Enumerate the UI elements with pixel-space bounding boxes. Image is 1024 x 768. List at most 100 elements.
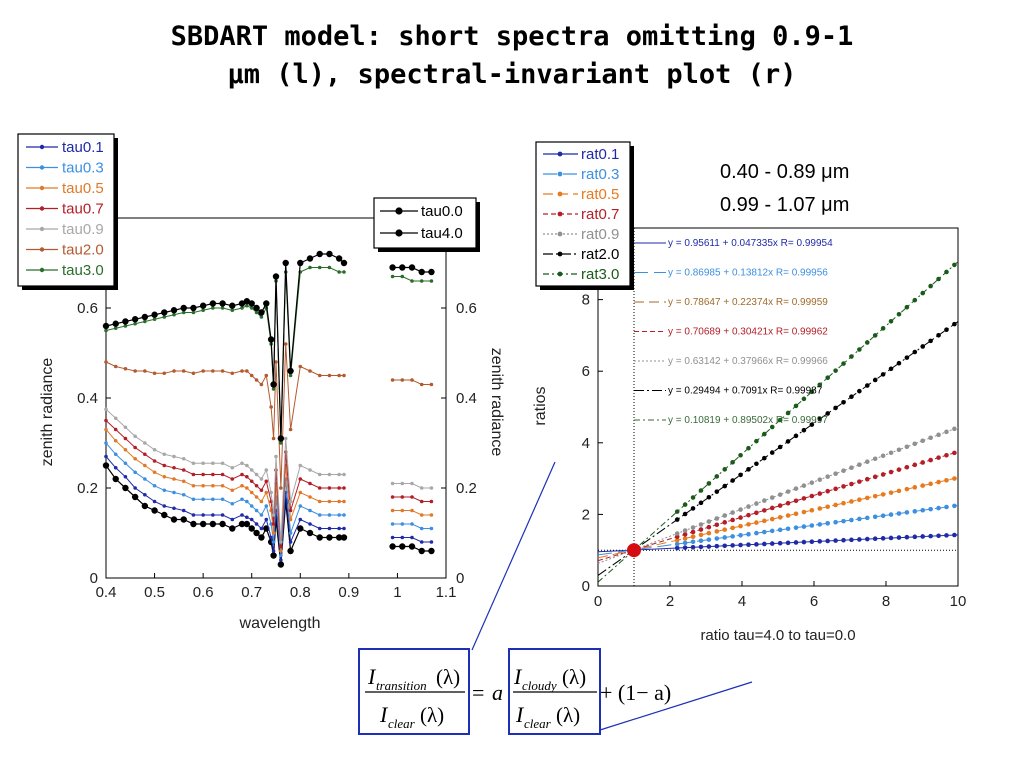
series-point-tau0.9 [308,468,312,472]
series-point-tau0.9 [317,472,322,477]
ratio-point-rat0.3 [801,524,807,529]
ratio-point-rat0.5 [904,486,910,492]
series-point-tau2.0 [201,369,205,373]
left-spectra-plot: 0.4 0.5 0.6 0.7 0.8 0.9 1 1.10 00.2 0.20.4 0.40.6 0… [17,133,505,632]
series-point-tau0.1 [230,517,235,522]
series-line-tau0.0 [105,465,344,565]
ratio-point-rat0.5 [928,481,933,487]
series-point-tau0.9 [264,468,269,472]
series-point-tau0.5 [327,499,332,504]
eq-rest: + (1− a) [600,680,671,705]
series-point-tau0.5 [264,490,269,495]
ratio-point-rat0.5 [857,497,862,502]
legend-marker-tau0.5 [39,185,45,191]
ratio-point-rat0.7 [674,534,680,540]
ratio-point-rat2.0 [698,500,704,506]
ratio-point-rat0.1 [896,535,902,540]
ratio-point-rat0.3 [825,521,830,526]
ratio-point-rat0.7 [888,469,894,475]
series-point-tau4.0 [248,300,255,307]
ratio-point-rat0.1 [888,535,894,541]
ratio-point-rat0.7 [730,517,735,523]
rlegend-label-rat0.9: rat0.9 [581,226,619,243]
ratio-point-rat3.0 [777,417,783,423]
ratio-point-rat0.7 [793,498,799,504]
eq-rnum-I: I [513,664,523,689]
rlegend-marker-rat0.5 [557,191,563,197]
ratio-point-rat0.3 [888,512,894,517]
ratio-point-rat0.1 [920,534,926,539]
ratio-point-rat0.3 [785,526,791,532]
series-point-tau0.5 [298,490,303,495]
series-point-tau0.3 [264,504,269,508]
ratio-point-rat3.0 [833,368,838,373]
series-point-tau2.0 [342,373,346,378]
ratio-point-rat0.7 [746,512,751,518]
series-point-tau0.5 [230,488,235,493]
ratio-point-rat3.0 [746,445,751,451]
series-point-tau4.0 [282,259,289,267]
ratio-point-rat0.9 [912,441,918,447]
ratio-point-rat0.1 [809,539,815,545]
ratio-point-rat0.5 [722,527,728,532]
series-point-tau3.0 [152,317,157,322]
ratio-point-rat0.9 [825,474,830,479]
ratio-point-rat2.0 [738,472,743,478]
series-point-tau0.5 [104,427,108,432]
series-point-tau0.7 [271,522,276,526]
series-point-tau4.0 [170,307,178,314]
connector-line-1 [471,461,556,651]
series-point-tau3.0 [419,279,424,283]
series-point-tau0.9 [249,468,254,472]
ratio-point-rat0.9 [682,528,688,533]
rlegend-marker-rat0.1 [557,151,563,157]
ratio-point-rat0.9 [841,468,846,473]
series-point-tau2.0 [288,427,293,432]
series-point-tau0.5 [133,456,137,461]
series-point-tau4.0 [229,302,236,309]
ratio-point-rat0.1 [912,534,918,540]
ratio-point-rat2.0 [888,366,894,372]
ratio-point-rat2.0 [706,494,712,500]
series-point-tau0.3 [240,497,244,502]
series-point-tau0.1 [240,513,244,517]
ratio-point-rat0.7 [944,452,949,458]
series-point-tau3.0 [211,306,215,310]
series-point-tau2.0 [259,382,264,387]
left-ytick-label: 0 [90,570,98,587]
ratio-point-rat2.0 [857,388,862,394]
series-point-tau0.3 [271,540,276,544]
series-point-tau4.0 [141,313,149,321]
ratio-point-rat0.1 [801,539,807,545]
series-point-tau2.0 [211,369,215,373]
ratio-point-rat0.7 [833,486,838,492]
rlegend-label-rat0.3: rat0.3 [581,166,619,183]
series-point-tau2.0 [143,369,147,373]
ratio-point-rat0.3 [722,535,728,540]
ratio-point-rat3.0 [896,311,902,317]
left-ytick-label: 0.4 [77,390,98,407]
series-point-tau0.0 [306,529,314,537]
series-point-tau0.9 [390,481,395,486]
ratio-point-rat2.0 [944,327,949,333]
series-point-tau0.7 [317,486,322,490]
ratio-point-rat0.5 [809,507,815,513]
series-point-tau0.9 [181,456,186,461]
ratio-point-rat0.7 [896,467,902,472]
series-point-tau4.0 [238,300,246,307]
series-point-tau0.0 [335,534,343,541]
series-point-tau0.7 [113,427,118,432]
right-xtick-label: 8 [882,593,890,610]
right-ytick-label: 0 [582,578,590,595]
series-point-tau0.7 [264,479,269,484]
series-point-tau0.5 [113,438,118,443]
series-point-tau0.5 [308,495,312,499]
eq-a: a [492,680,503,705]
series-point-tau0.3 [133,470,137,475]
fit-label-1: y = 0.86985 + 0.13812x R= 0.99956 [668,268,828,279]
series-point-tau2.0 [230,371,235,376]
series-point-tau4.0 [399,264,406,271]
ratio-point-rat0.9 [904,444,910,450]
series-point-tau0.1 [181,508,186,513]
ratio-point-rat3.0 [785,410,791,416]
